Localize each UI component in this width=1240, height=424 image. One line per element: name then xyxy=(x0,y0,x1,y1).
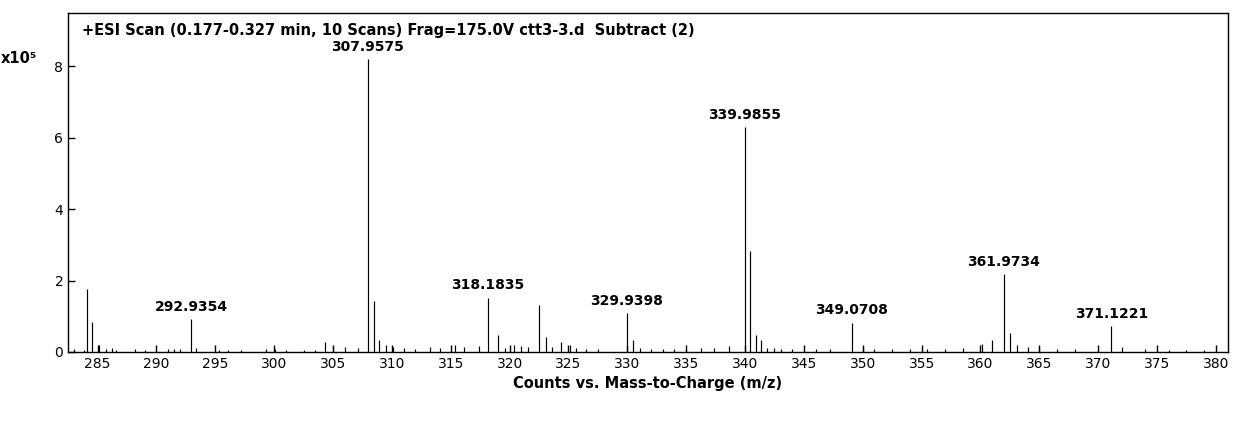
Text: 318.1835: 318.1835 xyxy=(451,278,525,292)
X-axis label: Counts vs. Mass-to-Charge (m/z): Counts vs. Mass-to-Charge (m/z) xyxy=(513,377,782,391)
Text: 329.9398: 329.9398 xyxy=(590,294,663,308)
Text: +ESI Scan (0.177-0.327 min, 10 Scans) Frag=175.0V ctt3-3.d  Subtract (2): +ESI Scan (0.177-0.327 min, 10 Scans) Fr… xyxy=(82,23,694,38)
Text: 339.9855: 339.9855 xyxy=(708,108,781,122)
Text: 307.9575: 307.9575 xyxy=(331,40,404,54)
Text: 292.9354: 292.9354 xyxy=(155,300,228,314)
Text: 361.9734: 361.9734 xyxy=(967,255,1040,269)
Text: 371.1221: 371.1221 xyxy=(1075,307,1148,321)
Text: 349.0708: 349.0708 xyxy=(816,303,888,317)
Text: x10⁵: x10⁵ xyxy=(1,51,37,66)
